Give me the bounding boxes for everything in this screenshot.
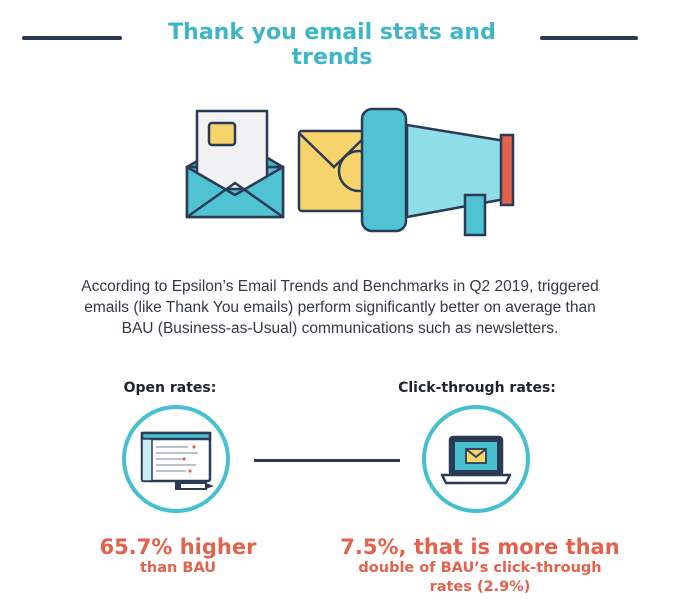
- intro-line-1: According to Epsilon’s Email Trends and …: [81, 278, 599, 295]
- open-rates-description: than BAU: [139, 560, 216, 576]
- laptop-email-icon: [440, 435, 512, 485]
- click-through-rates-description-1: double of BAU’s click-through: [358, 560, 602, 576]
- browser-window-icon: [140, 431, 214, 490]
- title-divider-right: [540, 36, 638, 40]
- open-rates-label: Open rates:: [123, 380, 217, 396]
- open-rates-circle: [122, 405, 230, 513]
- click-through-rates-description-2: rates (2.9%): [429, 579, 531, 595]
- click-through-rates-label: Click-through rates:: [398, 380, 556, 396]
- title-divider-left: [22, 36, 122, 40]
- hero-illustration: [185, 107, 515, 237]
- click-through-rates-circle: [422, 405, 530, 513]
- page-title: Thank you email stats and trends: [168, 20, 496, 70]
- title-row: Thank you email stats and trends: [0, 20, 680, 70]
- open-envelope-icon: [185, 109, 285, 219]
- intro-line-2: emails (like Thank You emails) perform s…: [84, 299, 596, 316]
- stats-connector-line: [254, 459, 400, 462]
- open-rates-value: 65.7% higher: [99, 535, 257, 559]
- megaphone-icon: [297, 107, 515, 237]
- intro-paragraph: According to Epsilon’s Email Trends and …: [60, 276, 620, 339]
- intro-line-3: BAU (Business-as-Usual) communications s…: [121, 320, 559, 337]
- click-through-rates-value: 7.5%, that is more than: [340, 535, 620, 559]
